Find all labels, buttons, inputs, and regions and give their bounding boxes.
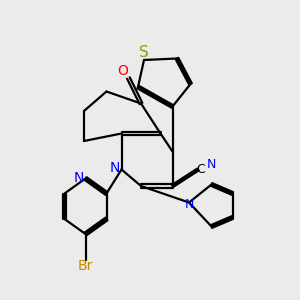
Text: S: S <box>139 45 149 60</box>
Text: Br: Br <box>78 259 93 273</box>
Text: N: N <box>74 172 84 185</box>
Text: N: N <box>207 158 216 171</box>
Text: C: C <box>196 163 206 176</box>
Text: N: N <box>184 197 194 211</box>
Text: O: O <box>118 64 128 78</box>
Text: N: N <box>110 161 120 175</box>
